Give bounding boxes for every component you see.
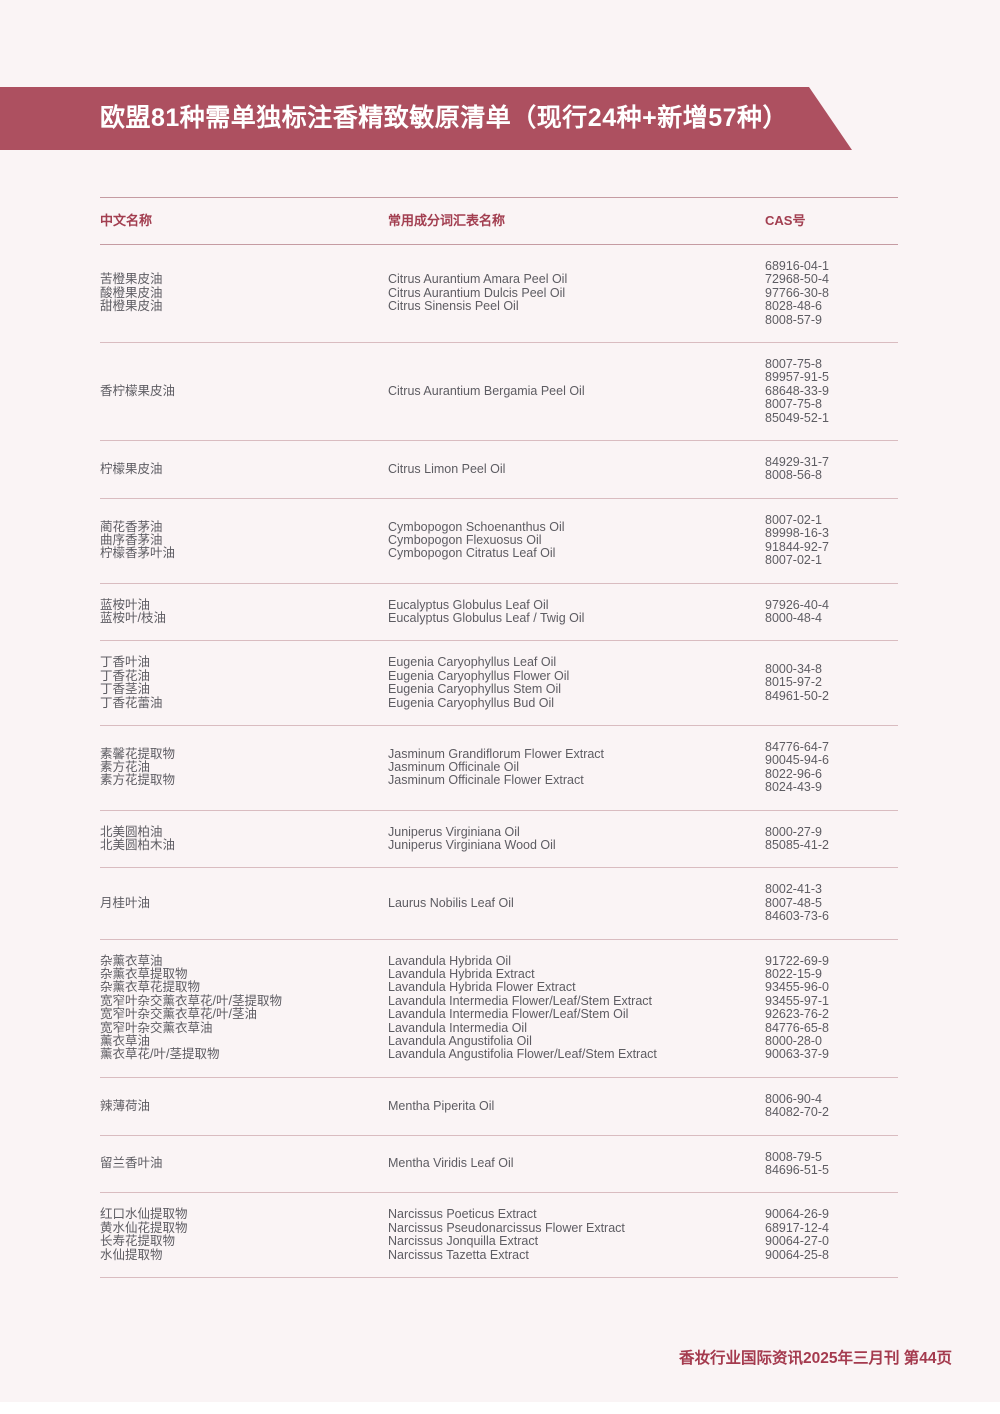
title-banner: 欧盟81种需单独标注香精致敏原清单（现行24种+新增57种） <box>0 87 852 150</box>
table-row: 蓝桉叶油 蓝桉叶/枝油 Eucalyptus Globulus Leaf Oil … <box>100 584 898 642</box>
cell-inci-name: Jasminum Grandiflorum Flower Extract Jas… <box>388 746 605 788</box>
table-row: 留兰香叶油 Mentha Viridis Leaf Oil 8008-79-5 84… <box>100 1136 898 1194</box>
cell-chinese-name: 留兰香叶油 <box>100 1156 163 1171</box>
cell-chinese-name: 柠檬果皮油 <box>100 461 163 476</box>
cell-chinese-name: 蓝桉叶油 蓝桉叶/枝油 <box>100 597 166 625</box>
table-row: 北美圆柏油 北美圆柏木油 Juniperus Virginiana Oil Jun… <box>100 811 898 869</box>
page-footer: 香妆行业国际资讯2025年三月刊 第44页 <box>678 1350 952 1367</box>
cell-cas-number: 8000-27-9 85085-41-2 <box>765 824 829 852</box>
table-row: 素馨花提取物 素方花油 素方花提取物 Jasminum Grandiflorum … <box>100 726 898 811</box>
column-header-chinese-name: 中文名称 <box>100 213 153 228</box>
cell-inci-name: Juniperus Virginiana Oil Juniperus Virgi… <box>388 824 556 852</box>
cell-inci-name: Citrus Aurantium Amara Peel Oil Citrus A… <box>388 272 568 314</box>
cell-cas-number: 84776-64-7 90045-94-6 8022-96-6 8024-43-… <box>765 739 829 795</box>
cell-inci-name: Cymbopogon Schoenanthus Oil Cymbopogon F… <box>388 519 565 561</box>
cell-cas-number: 97926-40-4 8000-48-4 <box>765 597 829 625</box>
table-row: 苦橙果皮油 酸橙果皮油 甜橙果皮油 Citrus Aurantium Amara … <box>100 245 898 344</box>
cell-cas-number: 90064-26-9 68917-12-4 90064-27-0 90064-2… <box>765 1207 829 1262</box>
cell-cas-number: 8007-02-1 89998-16-3 91844-92-7 8007-02-… <box>765 512 829 568</box>
cell-cas-number: 84929-31-7 8008-56-8 <box>765 455 829 483</box>
table-row: 香柠檬果皮油 Citrus Aurantium Bergamia Peel Oil… <box>100 343 898 442</box>
cell-inci-name: Narcissus Poeticus Extract Narcissus Pse… <box>388 1207 625 1262</box>
cell-inci-name: Laurus Nobilis Leaf Oil <box>388 895 514 910</box>
cell-chinese-name: 香柠檬果皮油 <box>100 383 176 398</box>
cell-chinese-name: 苦橙果皮油 酸橙果皮油 甜橙果皮油 <box>100 272 163 314</box>
cell-chinese-name: 丁香叶油 丁香花油 丁香茎油 丁香花蕾油 <box>100 655 163 710</box>
cell-cas-number: 68916-04-1 72968-50-4 97766-30-8 8028-48… <box>765 259 829 327</box>
cell-inci-name: Citrus Limon Peel Oil <box>388 461 506 476</box>
table-header-row: 中文名称 常用成分词汇表名称 CAS号 <box>100 197 898 245</box>
cell-chinese-name: 北美圆柏油 北美圆柏木油 <box>100 824 176 852</box>
cell-chinese-name: 红口水仙提取物 黄水仙花提取物 长寿花提取物 水仙提取物 <box>100 1207 188 1262</box>
table-row: 杂薰衣草油 杂薰衣草提取物 杂薰衣草花提取物 宽窄叶杂交薰衣草花/叶/茎提取物 … <box>100 940 898 1078</box>
table-row: 柠檬果皮油 Citrus Limon Peel Oil 84929-31-7 800… <box>100 441 898 499</box>
cell-cas-number: 8000-34-8 8015-97-2 84961-50-2 <box>765 662 829 703</box>
cell-inci-name: Lavandula Hybrida Oil Lavandula Hybrida … <box>388 953 657 1062</box>
cell-inci-name: Eucalyptus Globulus Leaf Oil Eucalyptus … <box>388 597 585 625</box>
cell-inci-name: Citrus Aurantium Bergamia Peel Oil <box>388 383 585 398</box>
table-row: 丁香叶油 丁香花油 丁香茎油 丁香花蕾油 Eugenia Caryophyllus… <box>100 641 898 726</box>
cell-cas-number: 8007-75-8 89957-91-5 68648-33-9 8007-75-… <box>765 357 829 425</box>
cell-cas-number: 91722-69-9 8022-15-9 93455-96-0 93455-97… <box>765 953 829 1062</box>
table-row: 蔺花香茅油 曲序香茅油 柠檬香茅叶油 Cymbopogon Schoenanthu… <box>100 499 898 584</box>
cell-chinese-name: 素馨花提取物 素方花油 素方花提取物 <box>100 746 176 788</box>
cell-inci-name: Mentha Viridis Leaf Oil <box>388 1156 514 1171</box>
cell-chinese-name: 月桂叶油 <box>100 895 151 910</box>
table-row: 红口水仙提取物 黄水仙花提取物 长寿花提取物 水仙提取物 Narcissus Po… <box>100 1193 898 1279</box>
cell-cas-number: 8008-79-5 84696-51-5 <box>765 1149 829 1178</box>
page-title: 欧盟81种需单独标注香精致敏原清单（现行24种+新增57种） <box>100 104 789 132</box>
cell-chinese-name: 杂薰衣草油 杂薰衣草提取物 杂薰衣草花提取物 宽窄叶杂交薰衣草花/叶/茎提取物 … <box>100 953 282 1062</box>
allergen-table: 中文名称 常用成分词汇表名称 CAS号 苦橙果皮油 酸橙果皮油 甜橙果皮油 Cit… <box>100 197 898 1279</box>
cell-inci-name: Mentha Piperita Oil <box>388 1098 495 1113</box>
table-row: 辣薄荷油 Mentha Piperita Oil 8006-90-4 84082-7… <box>100 1078 898 1136</box>
table-body: 苦橙果皮油 酸橙果皮油 甜橙果皮油 Citrus Aurantium Amara … <box>100 245 898 1279</box>
column-header-inci-name: 常用成分词汇表名称 <box>388 213 506 228</box>
cell-inci-name: Eugenia Caryophyllus Leaf Oil Eugenia Ca… <box>388 655 570 710</box>
cell-cas-number: 8002-41-3 8007-48-5 84603-73-6 <box>765 882 829 924</box>
column-header-cas-number: CAS号 <box>765 213 806 228</box>
cell-chinese-name: 辣薄荷油 <box>100 1098 151 1113</box>
cell-cas-number: 8006-90-4 84082-70-2 <box>765 1091 829 1120</box>
table-row: 月桂叶油 Laurus Nobilis Leaf Oil 8002-41-3 800… <box>100 868 898 940</box>
cell-chinese-name: 蔺花香茅油 曲序香茅油 柠檬香茅叶油 <box>100 519 176 561</box>
